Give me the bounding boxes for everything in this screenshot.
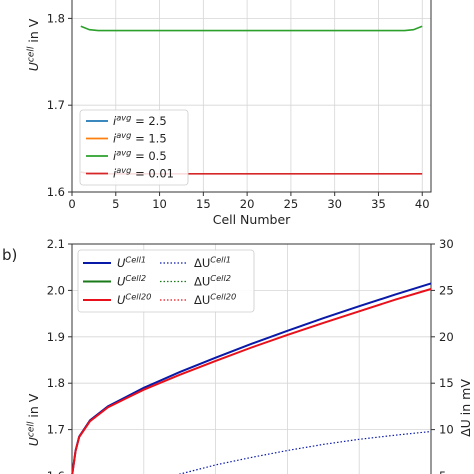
panel-a-x-tick-label: 30 [327, 197, 342, 211]
panel-b-right-axis-label: ΔU in mV [458, 379, 473, 437]
panel-b-legend-label-sup: Cell1 [125, 255, 146, 265]
panel-a-plot-frame [71, 0, 432, 193]
panel-b-right-tick-label: 5 [439, 469, 446, 474]
panel-b-legend-label: ΔUCell20 [194, 292, 236, 307]
panel-a-legend-label-tail: = 0.5 [131, 149, 166, 163]
panel-a-y-tick-label: 1.7 [47, 98, 65, 112]
panel-a-x-tick-label: 5 [112, 197, 119, 211]
panel-a-legend-label: iavg = 0.5 [113, 148, 167, 163]
panel-b-legend-label: ΔUCell1 [194, 255, 231, 270]
panel-a-legend-label-tail: = 2.5 [131, 114, 166, 128]
panel-b-legend-label-base: ΔU [194, 293, 210, 307]
panel-b-legend-label-base: U [117, 293, 126, 307]
panel-a-legend-label-base: i [113, 114, 117, 128]
panel-b-legend-label-base: ΔU [194, 256, 210, 270]
panel-a-y-axis-label-base: U [26, 62, 41, 71]
panel-b-right-axis-label-tail: in mV [458, 379, 473, 420]
panel-b-legend-label-sup: Cell20 [210, 292, 236, 302]
panel-a-y-axis-label: Ucell in V [26, 18, 41, 71]
panel-a-legend-label-base: i [113, 167, 117, 181]
panel-a-cell-voltage-chart: 0 5 10 15 20 25 30 35 40 1.6 1.7 1.8 Cell Number Ucel… [26, 0, 432, 227]
panel-a-x-tick-label: 0 [68, 197, 75, 211]
panel-b-left-tick-label: 1.9 [47, 330, 65, 344]
panel-b-legend: UCell1UCell2UCell20ΔUCell1ΔUCell2ΔUCell2… [77, 249, 255, 313]
panel-b-right-tick-label: 10 [439, 423, 454, 437]
panel-a-legend-label-tail: = 1.5 [131, 132, 166, 146]
panel-b-left-axis-label-tail: in V [26, 393, 41, 421]
panel-b-right-axis-label-base: ΔU [458, 419, 473, 437]
panel-a-legend-label-base: i [113, 149, 117, 163]
panel-b-left-tick-label: 2.1 [47, 237, 65, 251]
panel-b-right-tick-label: 15 [439, 376, 454, 390]
panel-a-y-axis-label-sup: cell [26, 46, 36, 62]
panel-b-left-tick-label: 1.7 [47, 423, 65, 437]
panel-a-legend-label-sup: avg [116, 130, 131, 140]
panel-b-legend-label-base: U [117, 256, 126, 270]
panel-b-plot-frame [71, 243, 432, 474]
panel-a-legend-label-sup: avg [116, 148, 131, 158]
panel-a-legend-label-tail: = 0.01 [131, 167, 174, 181]
panel-a-legend-label-sup: avg [116, 165, 131, 175]
panel-b-legend-label-sup: Cell2 [210, 273, 231, 283]
panel-b-legend-label-sup: Cell2 [125, 273, 146, 283]
panel-b-right-tick-label: 30 [439, 237, 454, 251]
panel-a-x-tick-label: 35 [371, 197, 386, 211]
panel-a-legend-label: iavg = 2.5 [113, 113, 167, 128]
panel-b-legend-label: ΔUCell2 [194, 273, 231, 288]
panel-a-y-tick-label: 1.8 [47, 11, 65, 25]
panel-a-x-tick-label: 20 [240, 197, 255, 211]
panel-b-left-axis-label-sup: cell [26, 421, 36, 437]
panel-a-x-tick-label: 10 [152, 197, 167, 211]
panel-a-y-tick-label: 1.6 [47, 185, 65, 199]
panel-b-left-tick-label: 2.0 [47, 283, 65, 297]
panel-b-legend-label: UCell20 [117, 292, 151, 307]
panel-a-legend-label-base: i [113, 132, 117, 146]
panel-b-legend-label-base: U [117, 275, 126, 289]
panel-b-legend-label: UCell1 [117, 255, 146, 270]
panel-b-label: b) [2, 246, 17, 264]
panel-b-series-line [177, 430, 432, 474]
panel-a-y-axis-label-tail: in V [26, 18, 41, 46]
panel-b-left-tick-label: 1.6 [47, 469, 65, 474]
panel-a-legend-label: iavg = 0.01 [113, 165, 174, 180]
panel-b-left-tick-label: 1.8 [47, 376, 65, 390]
panel-b-series-line [71, 288, 432, 474]
panel-b-voltage-curve-chart: 1.6 1.7 1.8 1.9 2.0 2.1 5 10 15 20 25 30 b) Ucell in … [2, 237, 473, 474]
panel-b-left-axis-label-base: U [26, 437, 41, 446]
panel-b-legend-box [77, 249, 255, 313]
panel-b-legend-label-sup: Cell1 [210, 255, 231, 265]
panel-a-x-tick-label: 40 [415, 197, 430, 211]
panel-a-x-axis-label: Cell Number [213, 212, 291, 227]
panel-b-legend-label: UCell2 [117, 273, 146, 288]
panel-b-legend-label-sup: Cell20 [125, 292, 151, 302]
panel-a-legend-label-sup: avg [116, 113, 131, 123]
panel-a-legend-box [79, 109, 189, 186]
panel-a-series-line [80, 25, 423, 32]
panel-b-right-tick-label: 20 [439, 330, 454, 344]
panel-a-x-tick-label: 15 [196, 197, 211, 211]
panel-b-right-tick-label: 25 [439, 283, 454, 297]
panel-b-legend-label-base: ΔU [194, 275, 210, 289]
panel-b-left-axis-label: Ucell in V [26, 393, 41, 446]
panel-a-x-tick-label: 25 [284, 197, 299, 211]
panel-a-legend-label: iavg = 1.5 [113, 130, 167, 145]
